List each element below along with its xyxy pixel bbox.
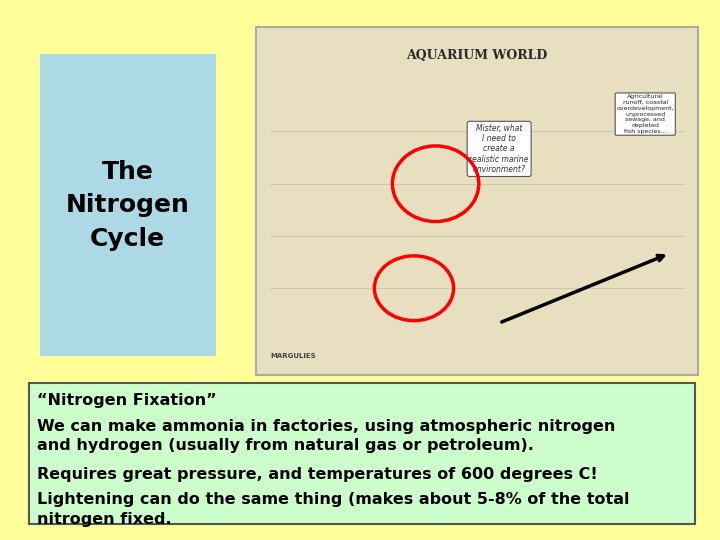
- FancyBboxPatch shape: [40, 54, 216, 356]
- Text: MARGULIES: MARGULIES: [270, 353, 315, 359]
- Text: Requires great pressure, and temperatures of 600 degrees C!: Requires great pressure, and temperature…: [37, 467, 598, 482]
- Text: We can make ammonia in factories, using atmospheric nitrogen
and hydrogen (usual: We can make ammonia in factories, using …: [37, 418, 616, 453]
- Text: Lightening can do the same thing (makes about 5-8% of the total
nitrogen fixed.: Lightening can do the same thing (makes …: [37, 492, 630, 527]
- FancyBboxPatch shape: [256, 27, 698, 375]
- Text: “Nitrogen Fixation”: “Nitrogen Fixation”: [37, 393, 217, 408]
- Text: AQUARIUM WORLD: AQUARIUM WORLD: [406, 49, 548, 62]
- Text: Agricultural
runoff, coastal
overdevelopment,
unprocessed
sewage, and
depleted
f: Agricultural runoff, coastal overdevelop…: [616, 94, 674, 134]
- Text: The
Nitrogen
Cycle: The Nitrogen Cycle: [66, 160, 190, 251]
- Text: Mister, what
I need to
create a
realistic marine
environment?: Mister, what I need to create a realisti…: [469, 124, 528, 174]
- FancyBboxPatch shape: [29, 383, 695, 524]
